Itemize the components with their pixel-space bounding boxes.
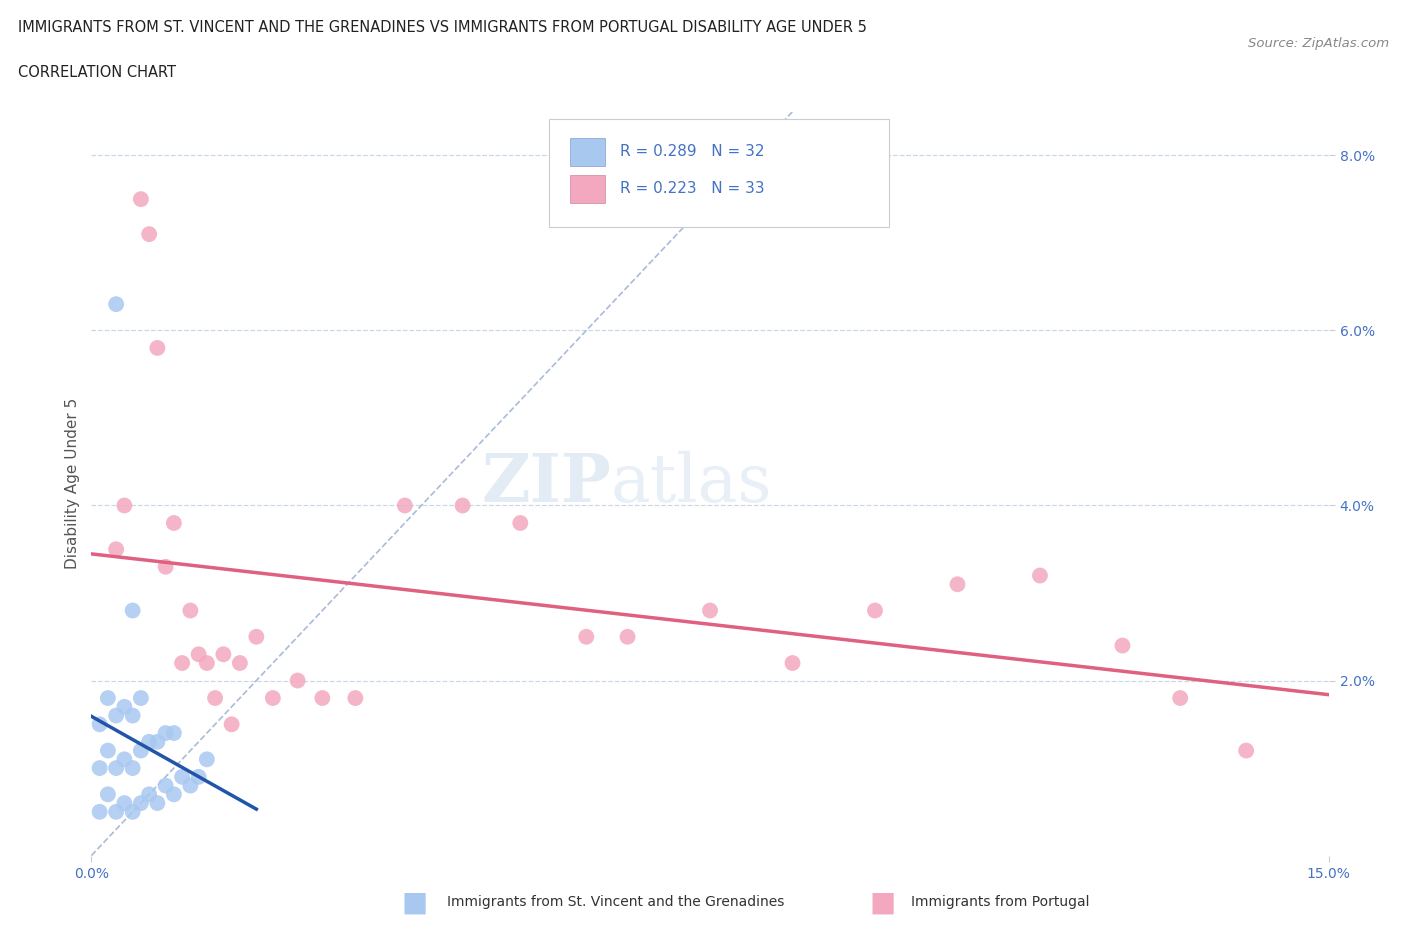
Point xyxy=(163,725,186,740)
Point xyxy=(121,708,143,723)
Point xyxy=(1029,568,1052,583)
Point xyxy=(97,691,120,706)
Point xyxy=(138,735,160,750)
Point xyxy=(112,699,135,714)
Point xyxy=(89,804,111,819)
Point xyxy=(105,542,128,557)
Point xyxy=(1234,743,1257,758)
Point xyxy=(163,515,186,530)
Point xyxy=(105,804,128,819)
Point xyxy=(146,735,169,750)
Point xyxy=(1168,691,1191,706)
Y-axis label: Disability Age Under 5: Disability Age Under 5 xyxy=(65,398,80,569)
Point xyxy=(129,796,152,811)
Point xyxy=(155,559,177,574)
Text: Source: ZipAtlas.com: Source: ZipAtlas.com xyxy=(1249,37,1389,50)
Point xyxy=(195,751,218,766)
Point xyxy=(97,787,120,802)
Text: ■: ■ xyxy=(402,888,427,916)
Point xyxy=(221,717,243,732)
Point xyxy=(245,630,267,644)
Point xyxy=(112,796,135,811)
Point xyxy=(179,603,201,618)
Text: ■: ■ xyxy=(870,888,896,916)
Point xyxy=(89,761,111,776)
Point xyxy=(89,717,111,732)
Point xyxy=(229,656,252,671)
Point xyxy=(187,769,209,784)
Point xyxy=(105,297,128,312)
Point xyxy=(146,796,169,811)
Point xyxy=(112,751,135,766)
Text: R = 0.289   N = 32: R = 0.289 N = 32 xyxy=(620,143,765,158)
Point xyxy=(1111,638,1133,653)
Point xyxy=(616,630,638,644)
Text: IMMIGRANTS FROM ST. VINCENT AND THE GRENADINES VS IMMIGRANTS FROM PORTUGAL DISAB: IMMIGRANTS FROM ST. VINCENT AND THE GREN… xyxy=(18,20,868,35)
Text: Immigrants from St. Vincent and the Grenadines: Immigrants from St. Vincent and the Gren… xyxy=(447,895,785,910)
Point xyxy=(129,192,152,206)
Point xyxy=(163,787,186,802)
Point xyxy=(129,691,152,706)
Point xyxy=(311,691,333,706)
Point xyxy=(155,725,177,740)
Point xyxy=(575,630,598,644)
Point xyxy=(863,603,886,618)
Point xyxy=(212,647,235,662)
Point xyxy=(155,778,177,793)
Point xyxy=(204,691,226,706)
Point xyxy=(287,673,309,688)
Point xyxy=(121,761,143,776)
Point xyxy=(105,708,128,723)
Point xyxy=(138,787,160,802)
Point xyxy=(105,761,128,776)
Bar xyxy=(571,138,605,166)
Point xyxy=(187,647,209,662)
Bar xyxy=(571,175,605,203)
Point xyxy=(782,656,804,671)
Text: R = 0.223   N = 33: R = 0.223 N = 33 xyxy=(620,180,765,195)
Text: ZIP: ZIP xyxy=(481,451,612,516)
Point xyxy=(394,498,416,513)
Point xyxy=(344,691,367,706)
Point xyxy=(172,769,194,784)
Text: CORRELATION CHART: CORRELATION CHART xyxy=(18,65,176,80)
Point xyxy=(509,515,531,530)
Point xyxy=(946,577,969,591)
FancyBboxPatch shape xyxy=(550,119,890,227)
Point xyxy=(138,227,160,242)
Point xyxy=(146,340,169,355)
Point xyxy=(172,656,194,671)
Text: atlas: atlas xyxy=(612,451,772,516)
Point xyxy=(129,743,152,758)
Point xyxy=(97,743,120,758)
Point xyxy=(262,691,284,706)
Text: Immigrants from Portugal: Immigrants from Portugal xyxy=(911,895,1090,910)
Point xyxy=(179,778,201,793)
Point xyxy=(699,603,721,618)
Point xyxy=(121,603,143,618)
Point xyxy=(112,498,135,513)
Point xyxy=(451,498,474,513)
Point xyxy=(121,804,143,819)
Point xyxy=(195,656,218,671)
